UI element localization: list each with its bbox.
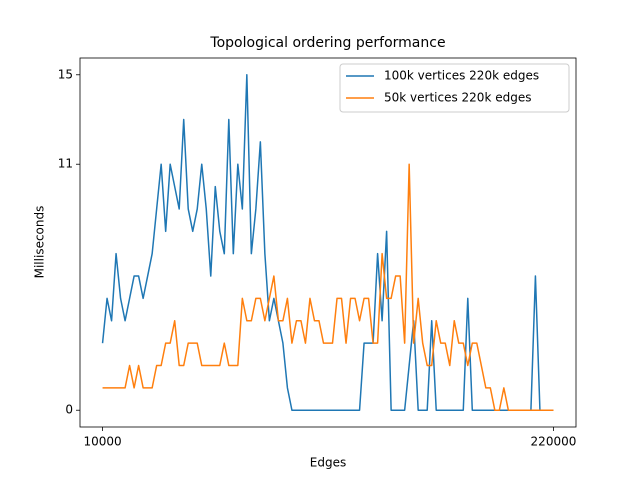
- chart-title: Topological ordering performance: [209, 35, 445, 51]
- x-tick-label: 10000: [83, 435, 121, 449]
- y-tick-label: 0: [65, 403, 73, 417]
- y-tick-label: 11: [58, 157, 73, 171]
- y-tick-label: 15: [58, 67, 73, 81]
- x-axis-label: Edges: [310, 456, 346, 470]
- y-axis-label: Milliseconds: [33, 206, 47, 279]
- data-line: [101, 74, 554, 411]
- legend-label: 100k vertices 220k edges: [384, 69, 539, 83]
- legend-label: 50k vertices 220k edges: [384, 91, 531, 105]
- legend-box: [339, 63, 570, 113]
- data-line: [102, 163, 554, 411]
- axes-frame: [79, 57, 577, 428]
- x-tick-label: 220000: [531, 435, 577, 449]
